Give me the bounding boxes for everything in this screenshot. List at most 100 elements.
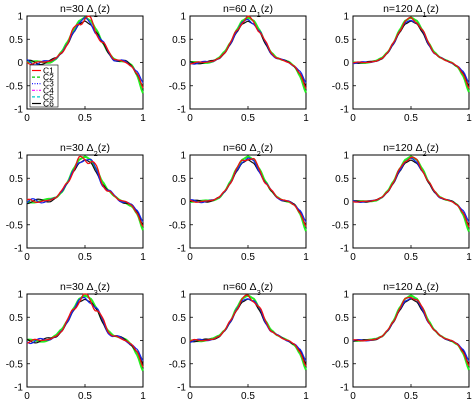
legend-label: C6 <box>43 99 54 109</box>
x-tick-label: 1 <box>303 252 309 263</box>
x-tick-label: 0 <box>350 391 356 402</box>
x-tick-label: 0 <box>350 252 356 263</box>
y-tick-label: 1 <box>180 290 186 301</box>
panel-4: 10.50-0.5-10 0.5 1n=30 Δ2(z) <box>6 142 146 263</box>
panel-title: n=60 Δ3(z) <box>223 281 273 297</box>
x-tick-label: 0 <box>24 391 30 402</box>
series-line-black <box>26 159 144 226</box>
legend-label: C2 <box>43 72 54 82</box>
x-tick-label: 1 <box>303 391 309 402</box>
y-tick-label: -1 <box>340 244 349 255</box>
y-tick-label: -1 <box>14 244 23 255</box>
x-tick-label: 1 <box>466 252 472 263</box>
y-tick-label: 0.5 <box>172 174 186 185</box>
series-line-black <box>26 298 144 365</box>
y-tick-label: 1 <box>180 12 186 23</box>
y-tick-label: 1 <box>343 290 349 301</box>
y-tick-label: -1 <box>177 244 186 255</box>
series-line-green <box>352 16 470 93</box>
series-line-blue <box>352 157 470 222</box>
x-tick-label: 0.5 <box>404 113 418 124</box>
panel-title: n=30 Δ1(z) <box>60 3 110 19</box>
series-line-red <box>352 16 470 89</box>
y-tick-label: 0 <box>180 58 186 69</box>
y-tick-label: -1 <box>14 105 23 116</box>
series-line-red <box>189 15 307 89</box>
series-line-green <box>189 16 307 94</box>
panel-title: n=30 Δ3(z) <box>60 281 110 297</box>
x-tick-label: 1 <box>140 391 146 402</box>
x-tick-label: 0.5 <box>241 252 255 263</box>
x-tick-label: 0 <box>24 252 30 263</box>
x-tick-label: 0.5 <box>78 252 92 263</box>
y-tick-label: -0.5 <box>332 81 350 92</box>
y-tick-label: 1 <box>343 12 349 23</box>
y-tick-label: 0 <box>17 336 23 347</box>
panel-7: 10.50-0.5-10 0.5 1n=30 Δ3(z) <box>6 281 146 402</box>
panel-3: 10.50-0.5-10 0.5 1n=120 Δ1(z) <box>332 3 472 124</box>
y-tick-label: -1 <box>340 383 349 394</box>
y-tick-label: 0 <box>17 197 23 208</box>
y-tick-label: 0 <box>343 197 349 208</box>
panel-6: 10.50-0.5-10 0.5 1n=120 Δ2(z) <box>332 142 472 263</box>
y-tick-label: 1 <box>17 290 23 301</box>
x-tick-label: 1 <box>466 113 472 124</box>
legend-label: C1 <box>43 66 54 76</box>
series-line-red <box>26 155 144 227</box>
series-line-green <box>26 155 144 231</box>
legend-label: C3 <box>43 79 54 89</box>
y-tick-label: 1 <box>17 151 23 162</box>
y-tick-label: 0.5 <box>172 35 186 46</box>
series-line-blue <box>189 18 307 83</box>
panel-9: 10.50-0.5-10 0.5 1n=120 Δ3(z) <box>332 281 472 402</box>
series-line-red <box>26 15 144 89</box>
y-tick-label: 0 <box>180 336 186 347</box>
series-line-red <box>26 293 144 368</box>
x-tick-label: 0 <box>350 113 356 124</box>
panel-5: 10.50-0.5-10 0.5 1n=60 Δ2(z) <box>169 142 309 263</box>
y-tick-label: 1 <box>343 151 349 162</box>
x-tick-label: 0.5 <box>241 113 255 124</box>
legend-label: C4 <box>43 85 54 95</box>
x-tick-label: 0 <box>187 391 193 402</box>
legend-label: C5 <box>43 92 54 102</box>
series-line-green <box>352 155 470 233</box>
x-tick-label: 1 <box>140 113 146 124</box>
panel-2: 10.50-0.5-10 0.5 1n=60 Δ1(z) <box>169 3 309 124</box>
x-tick-label: 0.5 <box>241 391 255 402</box>
y-tick-label: 0.5 <box>335 35 349 46</box>
series-line-blue <box>189 157 307 222</box>
y-tick-label: 0.5 <box>335 313 349 324</box>
y-tick-label: 0 <box>180 197 186 208</box>
y-tick-label: -0.5 <box>332 220 350 231</box>
series-line-black <box>189 159 307 227</box>
y-tick-label: 0 <box>343 336 349 347</box>
y-tick-label: 0.5 <box>9 35 23 46</box>
x-tick-label: 0.5 <box>78 391 92 402</box>
series-line-red <box>189 157 307 227</box>
x-tick-label: 1 <box>140 252 146 263</box>
series-line-black <box>352 298 470 365</box>
y-tick-label: -0.5 <box>169 81 187 92</box>
x-tick-label: 0 <box>187 113 193 124</box>
series-line-black <box>189 20 307 87</box>
series-line-red <box>352 156 470 228</box>
y-tick-label: -1 <box>14 383 23 394</box>
series-line-red <box>189 294 307 367</box>
series-line-green <box>26 294 144 372</box>
series-line-red <box>352 296 470 367</box>
y-tick-label: 1 <box>17 12 23 23</box>
panel-8: 10.50-0.5-10 0.5 1n=60 Δ3(z) <box>169 281 309 402</box>
x-tick-label: 0 <box>24 113 30 124</box>
series-line-black <box>189 298 307 365</box>
y-tick-label: -0.5 <box>6 359 24 370</box>
y-tick-label: 0.5 <box>172 313 186 324</box>
series-line-black <box>352 159 470 226</box>
series-line-green <box>189 155 307 232</box>
y-tick-label: 0 <box>17 58 23 69</box>
y-tick-label: 0.5 <box>9 313 23 324</box>
y-tick-label: -0.5 <box>169 359 187 370</box>
y-tick-label: -0.5 <box>332 359 350 370</box>
